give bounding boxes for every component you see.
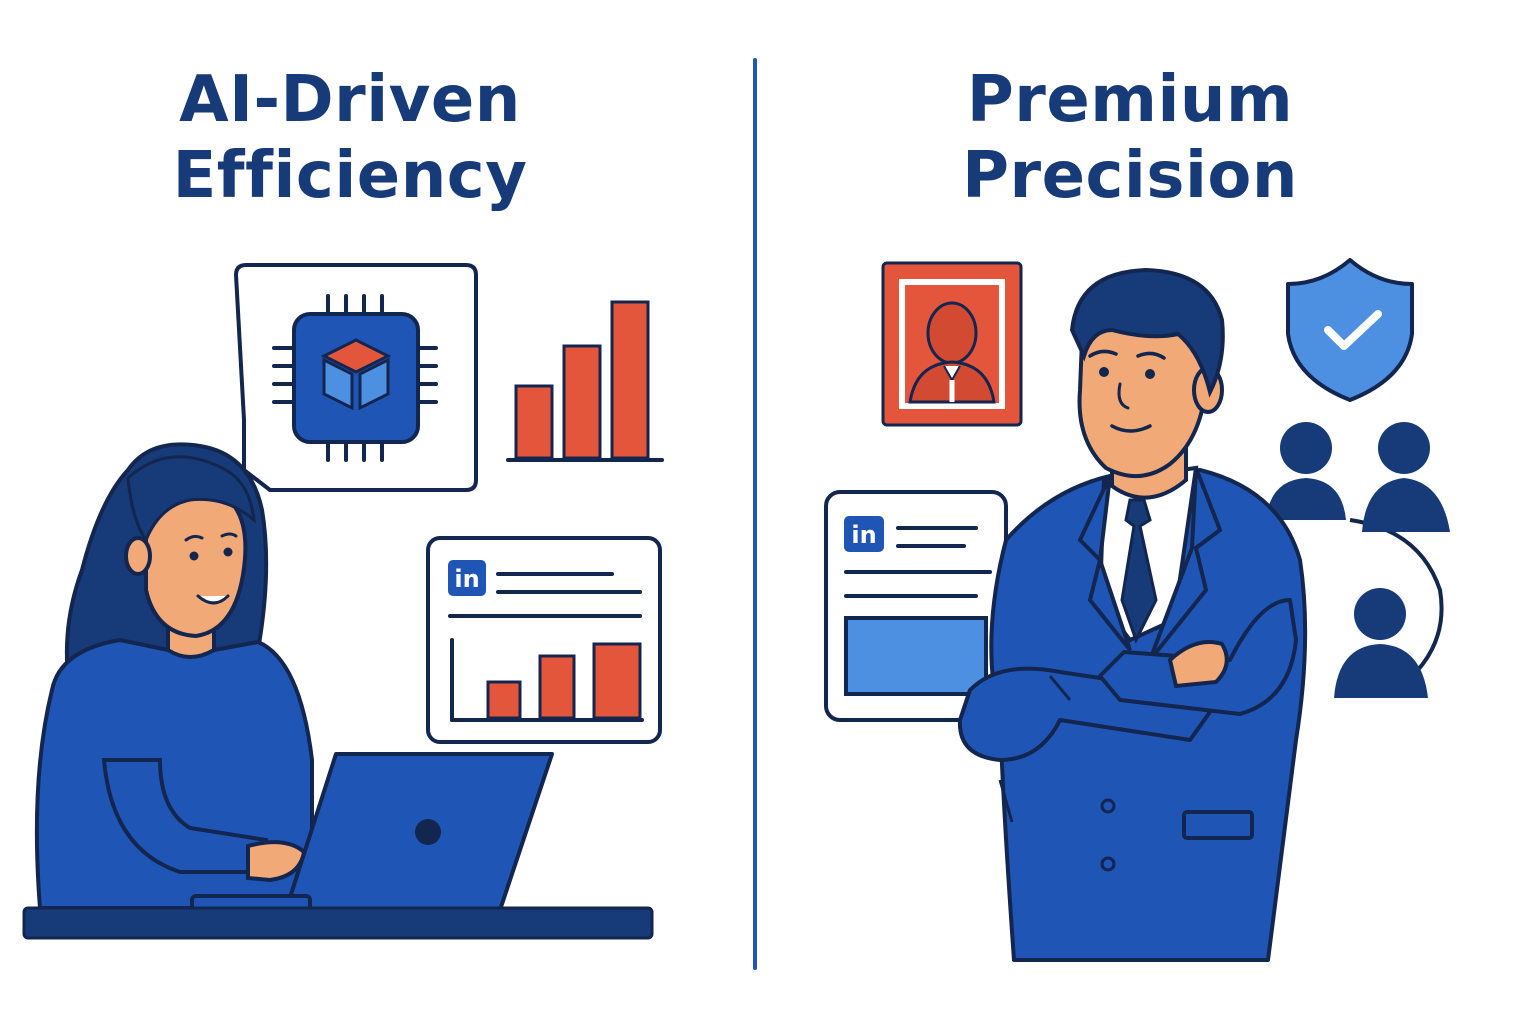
man-figure <box>957 267 1308 962</box>
left-title-line2: Efficiency <box>172 139 528 213</box>
ai-chip-bubble <box>234 263 478 492</box>
right-linkedin-logo-text: in <box>851 521 876 549</box>
woman-figure <box>34 442 314 910</box>
linkedin-icon <box>448 560 486 596</box>
linkedin-profile-card: in <box>824 490 1008 722</box>
bar-chart-icon <box>506 300 664 462</box>
shield-check-icon <box>1286 258 1414 402</box>
right-title-line2: Precision <box>962 139 1298 213</box>
panel-divider <box>753 58 757 970</box>
linkedin-analytics-card: in <box>426 536 662 744</box>
portrait-frame-icon <box>881 261 1023 427</box>
right-title-line1: Premium <box>966 63 1294 137</box>
left-linkedin-logo-text: in <box>454 565 479 593</box>
left-panel-title: AI-Driven Efficiency <box>90 62 610 214</box>
left-title-line1: AI-Driven <box>179 63 521 137</box>
people-network-icon <box>1266 422 1450 698</box>
desk <box>22 906 654 940</box>
right-panel-title: Premium Precision <box>880 62 1380 214</box>
ai-chip-icon <box>272 294 438 462</box>
